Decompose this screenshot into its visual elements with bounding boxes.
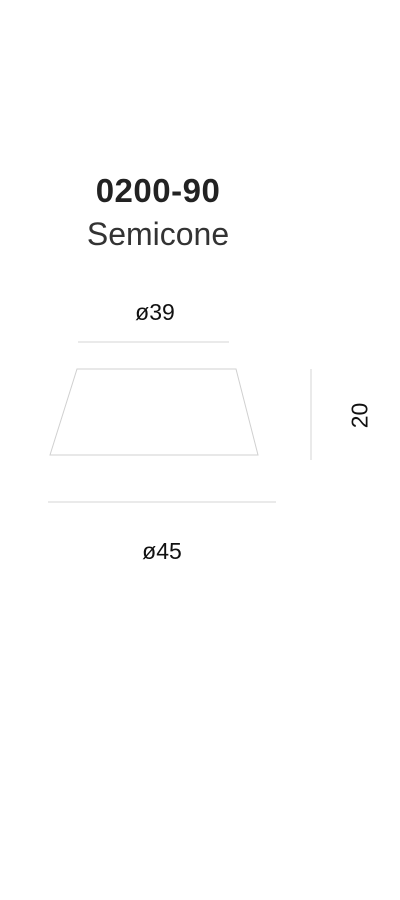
top-diameter-label: ø39 xyxy=(135,299,175,325)
product-name: Semicone xyxy=(86,216,230,252)
shade-outline xyxy=(49,368,259,456)
height-label: 20 xyxy=(346,402,373,429)
bottom-diameter-label: ø45 xyxy=(142,538,182,564)
product-code: 0200-90 xyxy=(95,172,221,209)
